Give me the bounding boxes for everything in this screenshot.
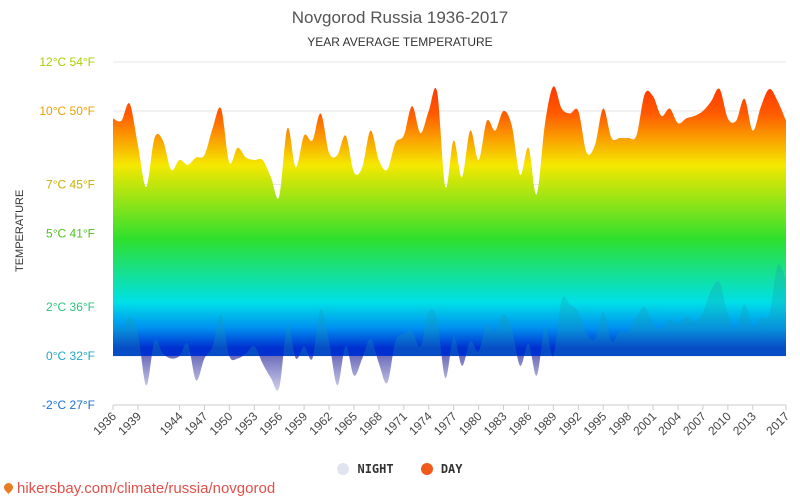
x-tick-label: 1962 <box>306 409 335 438</box>
x-tick-label: 1965 <box>331 409 360 438</box>
x-tick-label: 1989 <box>531 409 560 438</box>
x-tick-label: 1977 <box>431 409 460 438</box>
x-tick-label: 2001 <box>630 409 659 438</box>
night-dot-icon <box>337 463 350 475</box>
source-text: hikersbay.com/climate/russia/novgorod <box>17 480 276 497</box>
x-tick-label: 1947 <box>182 409 211 438</box>
x-tick-label: 1974 <box>406 409 435 438</box>
x-tick-label: 1936 <box>90 409 119 438</box>
x-tick-label: 1986 <box>506 409 535 438</box>
map-pin-icon <box>2 481 15 494</box>
y-tick-label: 5°C 41°F <box>46 227 95 241</box>
x-tick-label: 2013 <box>730 409 759 438</box>
day-dot-icon <box>420 463 433 475</box>
x-tick-label: 1995 <box>581 409 610 438</box>
y-tick-label: -2°C 27°F <box>42 398 95 412</box>
x-tick-label: 1953 <box>232 409 261 438</box>
x-tick-label: 1998 <box>605 409 634 438</box>
x-tick-label: 1944 <box>157 409 186 438</box>
day-series-area <box>113 86 786 356</box>
chart-areas <box>113 86 786 391</box>
y-tick-label: 0°C 32°F <box>46 349 95 363</box>
x-tick-label: 2004 <box>655 409 684 438</box>
chart-title: Novgorod Russia 1936-2017 <box>291 8 509 27</box>
y-axis-ticks: 12°C 54°F 10°C 50°F 7°C 45°F 5°C 41°F 2°C 36… <box>39 55 95 412</box>
night-series-negative <box>113 356 786 391</box>
legend-night-label: NIGHT <box>357 462 394 476</box>
x-tick-label: 2017 <box>763 409 792 438</box>
x-tick-label: 1983 <box>481 409 510 438</box>
legend-item-night[interactable]: NIGHT <box>337 462 394 476</box>
x-tick-label: 1950 <box>207 409 236 438</box>
x-tick-label: 2007 <box>680 409 709 438</box>
legend: NIGHT DAY <box>0 462 800 478</box>
y-tick-label: 2°C 36°F <box>46 300 95 314</box>
y-tick-label: 12°C 54°F <box>39 55 95 69</box>
x-tick-label: 2010 <box>705 409 734 438</box>
y-tick-label: 7°C 45°F <box>46 178 95 192</box>
x-tick-label: 1956 <box>257 409 286 438</box>
x-tick-label: 1968 <box>356 409 385 438</box>
legend-day-label: DAY <box>440 462 463 476</box>
legend-item-day[interactable]: DAY <box>420 462 463 476</box>
x-tick-label: 1959 <box>281 409 310 438</box>
x-tick-label: 1992 <box>556 409 585 438</box>
x-tick-label: 1939 <box>115 409 144 438</box>
x-tick-label: 1971 <box>381 409 410 438</box>
source-link[interactable]: hikersbay.com/climate/russia/novgorod <box>2 480 276 497</box>
y-tick-label: 10°C 50°F <box>39 104 95 118</box>
night-series-area <box>113 264 786 356</box>
x-tick-label: 1980 <box>456 409 485 438</box>
chart-subtitle: YEAR AVERAGE TEMPERATURE <box>307 35 493 49</box>
